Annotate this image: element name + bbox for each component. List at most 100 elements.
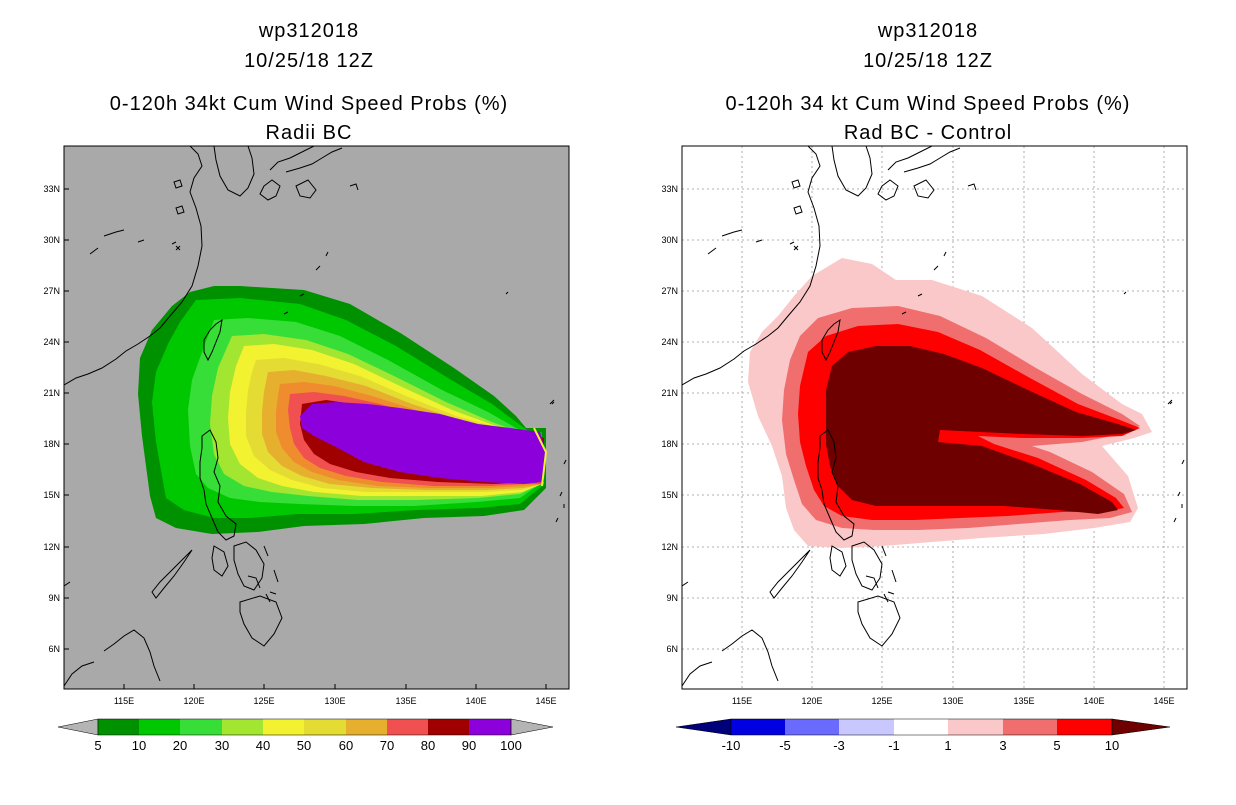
lon-label: 130E	[942, 696, 963, 706]
right-map: 115E 120E 125E 130E 135E 140E 145E 33N 3…	[661, 145, 1188, 706]
lon-label: 135E	[395, 696, 416, 706]
colorbar-label: -3	[833, 738, 845, 753]
right-colorbar-swatch	[731, 719, 785, 735]
lon-label: 125E	[253, 696, 274, 706]
colorbar-label: 30	[215, 738, 229, 753]
lon-label: 145E	[535, 696, 556, 706]
right-colorbar-swatch	[839, 719, 894, 735]
lat-label: 18N	[661, 439, 678, 449]
colorbar-label: -5	[779, 738, 791, 753]
lon-label: 120E	[183, 696, 204, 706]
lon-label: 120E	[801, 696, 822, 706]
lat-label: 24N	[43, 337, 60, 347]
left-colorbar-swatch	[180, 719, 222, 735]
colorbar-label: 10	[1105, 738, 1119, 753]
colorbar-label: 80	[421, 738, 435, 753]
left-colorbar-swatch	[263, 719, 304, 735]
left-lat-labels: 33N 30N 27N 24N 21N 18N 15N 12N 9N 6N	[43, 184, 60, 654]
lat-label: 27N	[661, 286, 678, 296]
left-colorbar-swatch	[387, 719, 428, 735]
colorbar-label: 5	[94, 738, 101, 753]
left-colorbar-swatch	[98, 719, 139, 735]
colorbar-label: 70	[380, 738, 394, 753]
left-colorbar-labels: 5 10 20 30 40 50 60 70 80 90 100	[94, 738, 521, 753]
left-colorbar-swatch	[469, 719, 511, 735]
colorbar-label: 60	[339, 738, 353, 753]
left-colorbar-swatch	[428, 719, 469, 735]
lon-label: 135E	[1013, 696, 1034, 706]
right-colorbar-swatch	[785, 719, 839, 735]
left-colorbar-swatch	[346, 719, 387, 735]
lat-label: 15N	[43, 490, 60, 500]
left-colorbar: 5 10 20 30 40 50 60 70 80 90 100	[57, 718, 554, 753]
lat-label: 30N	[43, 235, 60, 245]
lat-label: 6N	[666, 644, 678, 654]
lon-label: 145E	[1153, 696, 1174, 706]
lat-label: 21N	[43, 388, 60, 398]
lon-label: 115E	[114, 696, 134, 706]
right-colorbar: -10 -5 -3 -1 1 3 5 10	[675, 718, 1171, 753]
lat-label: 33N	[43, 184, 60, 194]
left-datetime: 10/25/18 12Z	[244, 50, 374, 72]
colorbar-label: 90	[462, 738, 476, 753]
lon-label: 140E	[1083, 696, 1104, 706]
right-case-id: wp312018	[877, 20, 978, 42]
left-map: 115E 120E 125E 130E 135E 140E 145E 33N 3…	[43, 145, 570, 706]
right-colorbar-high-end	[1111, 718, 1171, 736]
left-case-id: wp312018	[258, 20, 359, 42]
left-subtitle: Radii BC	[266, 122, 353, 144]
right-map-frame	[681, 145, 1188, 690]
left-panel: wp312018 10/25/18 12Z 0-120h 34kt Cum Wi…	[43, 20, 570, 753]
colorbar-label: -1	[888, 738, 900, 753]
left-ticks	[64, 188, 547, 689]
lat-label: 18N	[43, 439, 60, 449]
right-colorbar-low-end	[675, 718, 732, 736]
right-lon-labels: 115E 120E 125E 130E 135E 140E 145E	[732, 696, 1175, 706]
colorbar-label: 100	[500, 738, 522, 753]
lat-label: 6N	[48, 644, 60, 654]
colorbar-label: 20	[173, 738, 187, 753]
colorbar-label: 40	[256, 738, 270, 753]
lon-label: 140E	[465, 696, 486, 706]
colorbar-label: 50	[297, 738, 311, 753]
lat-label: 15N	[661, 490, 678, 500]
right-colorbar-swatch	[1057, 719, 1112, 735]
lon-label: 130E	[324, 696, 345, 706]
lat-label: 30N	[661, 235, 678, 245]
left-colorbar-swatch	[304, 719, 346, 735]
right-colorbar-swatch	[894, 719, 948, 735]
lat-label: 21N	[661, 388, 678, 398]
left-colorbar-swatch	[139, 719, 180, 735]
lat-label: 12N	[43, 542, 60, 552]
right-difference-contours	[682, 146, 1185, 687]
lat-label: 27N	[43, 286, 60, 296]
lat-label: 12N	[661, 542, 678, 552]
right-colorbar-swatch	[1003, 719, 1057, 735]
lon-label: 115E	[732, 696, 752, 706]
lat-label: 9N	[666, 593, 678, 603]
right-colorbar-swatch	[948, 719, 1003, 735]
left-lon-labels: 115E 120E 125E 130E 135E 140E 145E	[114, 696, 557, 706]
left-probability-contours	[64, 146, 567, 687]
right-lat-labels: 33N 30N 27N 24N 21N 18N 15N 12N 9N 6N	[661, 184, 678, 654]
right-product-title: 0-120h 34 kt Cum Wind Speed Probs (%)	[726, 93, 1131, 115]
left-colorbar-high-end	[510, 718, 554, 736]
lon-label: 125E	[871, 696, 892, 706]
lat-label: 33N	[661, 184, 678, 194]
right-panel: wp312018 10/25/18 12Z 0-120h 34 kt Cum W…	[661, 20, 1188, 753]
left-colorbar-low-end	[57, 718, 99, 736]
right-subtitle: Rad BC - Control	[844, 122, 1012, 144]
colorbar-label: 1	[944, 738, 951, 753]
lat-label: 9N	[48, 593, 60, 603]
left-product-title: 0-120h 34kt Cum Wind Speed Probs (%)	[110, 93, 508, 115]
colorbar-label: 5	[1053, 738, 1060, 753]
right-colorbar-labels: -10 -5 -3 -1 1 3 5 10	[722, 738, 1120, 753]
colorbar-label: 3	[999, 738, 1006, 753]
right-datetime: 10/25/18 12Z	[863, 50, 993, 72]
colorbar-label: -10	[722, 738, 741, 753]
lat-label: 24N	[661, 337, 678, 347]
left-colorbar-swatch	[222, 719, 263, 735]
left-map-frame	[63, 145, 570, 690]
colorbar-label: 10	[132, 738, 146, 753]
